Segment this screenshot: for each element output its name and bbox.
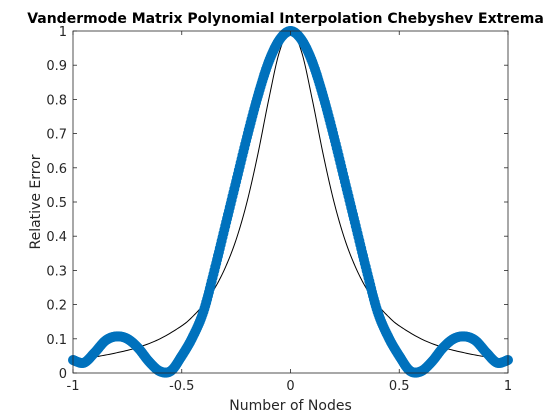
y-tick-label: 0.3 bbox=[46, 264, 67, 279]
plot-area bbox=[73, 31, 508, 373]
y-tick-label: 0.6 bbox=[46, 162, 67, 177]
x-tick-label: 0.5 bbox=[389, 379, 410, 394]
y-tick-label: 0.4 bbox=[46, 230, 67, 245]
axes-layer: -1 -0.5 0 0.5 1 0 0.1 0.2 0.3 0.4 0.5 0.6 0.7 0.8 0.9 1 bbox=[46, 25, 512, 394]
y-tick-label: 1 bbox=[59, 25, 67, 40]
y-tick-label: 0.7 bbox=[46, 128, 67, 143]
y-axis-label: Relative Error bbox=[28, 154, 44, 249]
y-tick-label: 0.8 bbox=[46, 93, 67, 108]
y-tick-label: 0.5 bbox=[46, 196, 67, 211]
y-tick-label: 0 bbox=[59, 367, 67, 382]
y-tick-label: 0.1 bbox=[46, 333, 67, 348]
chart-title: Vandermode Matrix Polynomial Interpolati… bbox=[27, 11, 544, 27]
x-axis-label: Number of Nodes bbox=[229, 398, 351, 414]
x-tick-label: -1 bbox=[67, 379, 80, 394]
y-tick-label: 0.9 bbox=[46, 59, 67, 74]
x-tick-label: 1 bbox=[504, 379, 512, 394]
y-tick-label: 0.2 bbox=[46, 299, 67, 314]
x-tick-label: -0.5 bbox=[169, 379, 194, 394]
x-tick-label: 0 bbox=[286, 379, 294, 394]
